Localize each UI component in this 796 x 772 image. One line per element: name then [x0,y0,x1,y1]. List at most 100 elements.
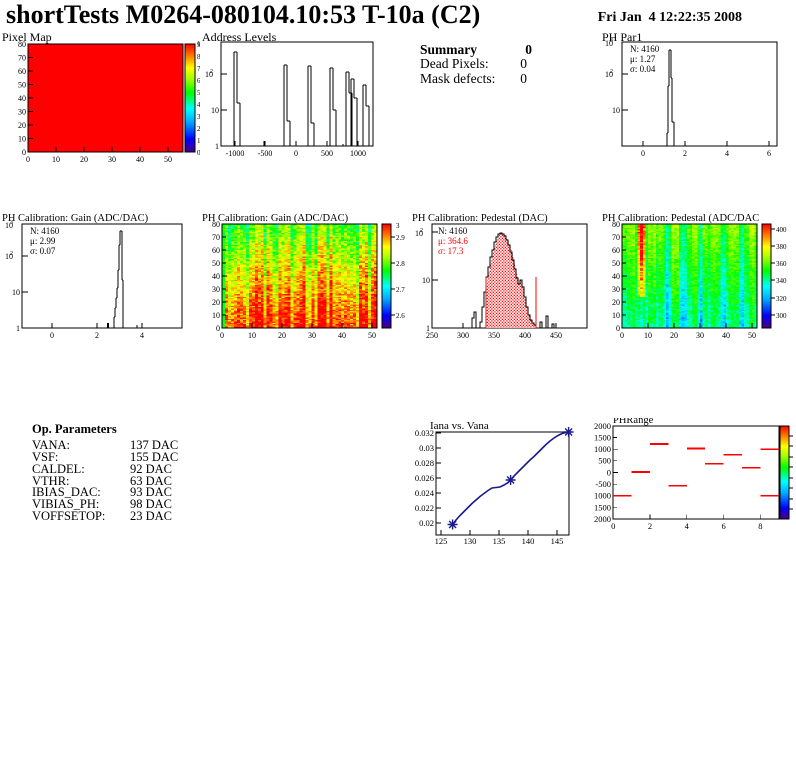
svg-text:40: 40 [18,94,26,103]
svg-text:10: 10 [248,331,256,340]
svg-text:0.028: 0.028 [415,458,434,468]
svg-text:20: 20 [80,155,88,164]
svg-text:4: 4 [140,331,144,340]
svg-text:10: 10 [612,106,620,115]
svg-text:0: 0 [620,331,624,340]
svg-text:30: 30 [696,331,704,340]
svg-text:10: 10 [212,311,220,320]
svg-text:1500: 1500 [594,433,611,443]
svg-text:2000: 2000 [594,514,611,524]
svg-text:360: 360 [776,260,787,268]
svg-text:0.022: 0.022 [415,503,434,513]
svg-text:PH Calibration: Pedestal (DAC): PH Calibration: Pedestal (DAC) [412,213,548,224]
svg-text:2.9: 2.9 [396,234,405,242]
svg-text:400: 400 [776,226,787,234]
svg-text:60: 60 [212,246,220,255]
svg-text:1: 1 [16,324,20,333]
svg-text:1: 1 [215,142,219,151]
svg-text:1000: 1000 [594,491,611,501]
svg-text:2: 2 [420,228,423,234]
svg-text:80: 80 [212,220,220,229]
svg-text:0: 0 [641,149,645,158]
svg-text:σ: 17.3: σ: 17.3 [438,246,464,256]
svg-text:20: 20 [612,298,620,307]
svg-text:10: 10 [52,155,60,164]
svg-text:70: 70 [18,54,26,63]
svg-text:10: 10 [18,135,26,144]
svg-text:0.026: 0.026 [415,473,434,483]
svg-text:30: 30 [612,285,620,294]
svg-text:400: 400 [519,331,531,340]
svg-text:500: 500 [598,456,611,466]
svg-text:50: 50 [368,331,376,340]
svg-text:50: 50 [748,331,756,340]
svg-text:50: 50 [164,155,172,164]
svg-text:50: 50 [212,259,220,268]
svg-text:3: 3 [396,222,400,230]
svg-text:80: 80 [18,40,26,49]
svg-text:0.024: 0.024 [415,488,435,498]
svg-text:2.6: 2.6 [396,312,405,320]
svg-text:8: 8 [758,521,762,531]
svg-text:0: 0 [611,521,615,531]
svg-text:1500: 1500 [594,503,611,513]
svg-text:70: 70 [612,233,620,242]
svg-text:10: 10 [211,106,219,115]
svg-text:2.8: 2.8 [396,260,405,268]
svg-text:N: 4160: N: 4160 [630,44,660,54]
svg-text:60: 60 [18,67,26,76]
svg-text:μ: 1.27: μ: 1.27 [630,54,656,64]
svg-text:Iana vs. Vana: Iana vs. Vana [430,420,489,432]
svg-text:40: 40 [136,155,144,164]
svg-text:20: 20 [212,298,220,307]
svg-text:3: 3 [610,38,613,44]
svg-text:50: 50 [612,259,620,268]
svg-text:N: 4160: N: 4160 [438,226,468,236]
svg-text:2: 2 [610,69,613,75]
svg-text:350: 350 [488,331,500,340]
svg-text:130: 130 [464,536,477,546]
svg-text:20: 20 [278,331,286,340]
svg-text:6: 6 [767,149,771,158]
svg-text:10: 10 [612,311,620,320]
svg-text:N: 4160: N: 4160 [30,226,60,236]
svg-text:2: 2 [648,521,652,531]
svg-text:80: 80 [612,220,620,229]
svg-text:380: 380 [776,243,787,251]
svg-text:1000: 1000 [350,149,366,158]
svg-text:μ: 364.6: μ: 364.6 [438,236,468,246]
svg-text:50: 50 [18,81,26,90]
svg-text:125: 125 [435,536,448,546]
svg-text:PHRange: PHRange [613,418,654,426]
svg-text:40: 40 [338,331,346,340]
svg-text:10: 10 [12,288,20,297]
svg-text:PH Calibration: Gain (ADC/DAC): PH Calibration: Gain (ADC/DAC) [2,213,149,224]
svg-text:250: 250 [426,331,438,340]
svg-text:0.02: 0.02 [419,518,434,528]
svg-text:1000: 1000 [594,444,611,454]
svg-text:320: 320 [776,295,787,303]
svg-text:0: 0 [26,155,30,164]
svg-text:30: 30 [308,331,316,340]
svg-text:40: 40 [722,331,730,340]
svg-text:10: 10 [644,331,652,340]
svg-text:μ: 2.99: μ: 2.99 [30,236,56,246]
svg-text:30: 30 [18,108,26,117]
svg-text:340: 340 [776,277,787,285]
svg-text:140: 140 [522,536,535,546]
svg-text:2: 2 [95,331,99,340]
svg-text:0.032: 0.032 [415,428,434,438]
svg-text:300: 300 [776,312,787,320]
svg-text:135: 135 [493,536,506,546]
svg-text:40: 40 [212,272,220,281]
svg-text:-500: -500 [595,479,611,489]
svg-text:2000: 2000 [594,421,611,431]
svg-text:σ: 0.04: σ: 0.04 [630,64,656,74]
svg-text:2.7: 2.7 [396,286,405,294]
svg-text:-500: -500 [258,149,273,158]
svg-text:2: 2 [10,251,13,257]
svg-text:0: 0 [220,331,224,340]
svg-text:500: 500 [321,149,333,158]
svg-text:70: 70 [212,233,220,242]
svg-text:4: 4 [725,149,729,158]
